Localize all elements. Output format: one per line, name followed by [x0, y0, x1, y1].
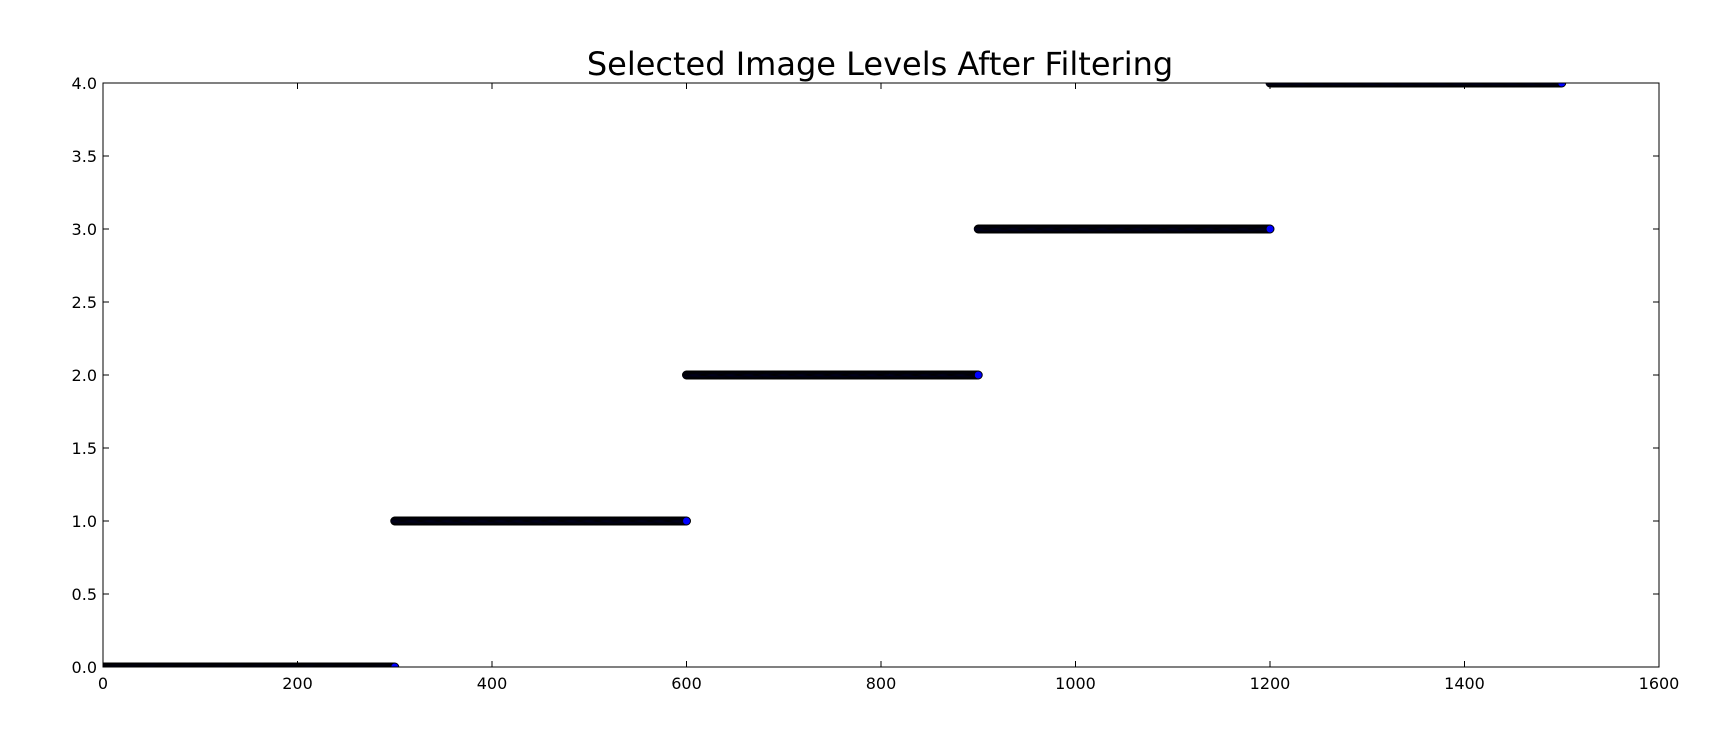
- y-tick-label: 4.0: [72, 74, 97, 93]
- x-tick-label: 1400: [1444, 674, 1485, 693]
- data-point: [390, 662, 400, 667]
- x-tick-label: 800: [866, 674, 897, 693]
- x-tick-label: 1200: [1250, 674, 1291, 693]
- axis-tick-labels: 0 200 400 600 800 1000 1200 1400 1600 0.0 0.5 1.0 1.…: [72, 74, 1680, 693]
- plot-frame: [102, 82, 1660, 668]
- y-tick-label: 0.5: [72, 585, 97, 604]
- y-tick-label: 2.5: [72, 293, 97, 312]
- data-point: [973, 370, 983, 380]
- x-tick-label: 400: [477, 674, 508, 693]
- x-tick-label: 600: [671, 674, 702, 693]
- x-tick-label: 200: [282, 674, 313, 693]
- data-point: [1265, 224, 1275, 234]
- y-tick-label: 0.0: [72, 658, 97, 677]
- x-tick-label: 0: [98, 674, 108, 693]
- y-tick-label: 1.0: [72, 512, 97, 531]
- data-points: [103, 83, 1567, 667]
- data-point: [1557, 83, 1567, 88]
- x-tick-label: 1000: [1055, 674, 1096, 693]
- y-tick-label: 3.5: [72, 147, 97, 166]
- y-tick-label: 2.0: [72, 366, 97, 385]
- y-tick-label: 3.0: [72, 220, 97, 239]
- y-tick-label: 1.5: [72, 439, 97, 458]
- x-tick-label: 1600: [1639, 674, 1680, 693]
- data-point: [682, 516, 691, 526]
- chart-title: Selected Image Levels After Filtering: [587, 45, 1173, 83]
